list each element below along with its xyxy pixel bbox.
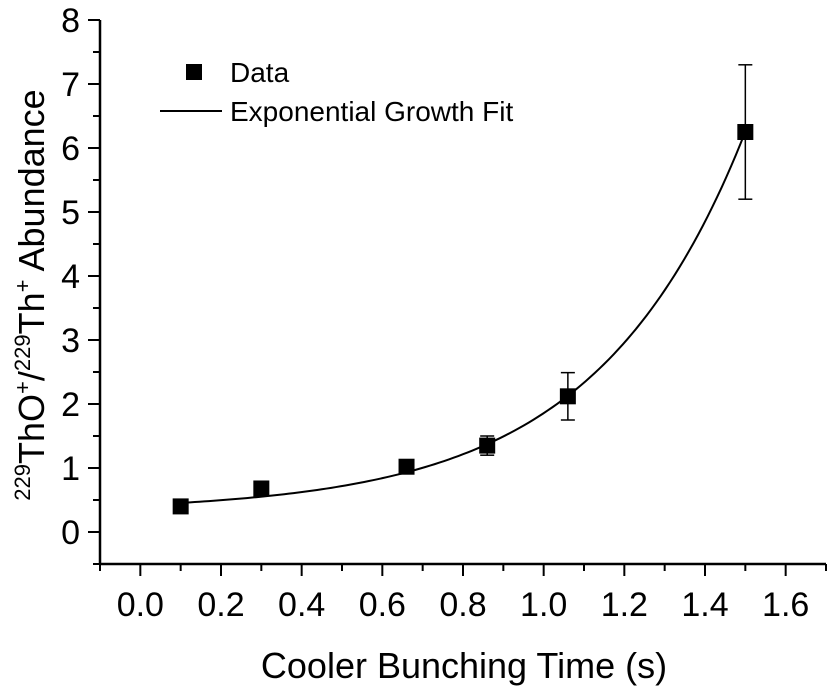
- data-point: [253, 480, 270, 497]
- x-axis-title: Cooler Bunching Time (s): [261, 645, 667, 686]
- legend-label-fit: Exponential Growth Fit: [230, 96, 513, 127]
- data-point: [559, 388, 576, 405]
- y-tick-label: 2: [61, 386, 80, 424]
- data-point: [172, 498, 189, 515]
- y-tick-label: 6: [61, 130, 80, 168]
- x-tick-label: 0.0: [117, 586, 164, 624]
- y-tick-label: 5: [61, 194, 80, 232]
- x-tick-label: 1.4: [681, 586, 728, 624]
- fit-line-group: [180, 131, 747, 504]
- fit-curve: [180, 131, 747, 504]
- x-tick-label: 0.2: [197, 586, 244, 624]
- y-label-sup4: +: [10, 279, 35, 292]
- y-tick-label: 4: [61, 258, 80, 296]
- legend-label-data: Data: [230, 57, 290, 88]
- legend-marker-data: [186, 64, 202, 80]
- x-tick-label: 0.8: [439, 586, 486, 624]
- y-tick-label: 3: [61, 322, 80, 360]
- x-tick-label: 1.0: [520, 586, 567, 624]
- y-axis-title: 229ThO+/229Th+ Abundance: [10, 89, 52, 500]
- data-point: [479, 437, 496, 454]
- x-tick-label: 0.4: [278, 586, 325, 624]
- y-label-part1: ThO: [11, 394, 52, 464]
- y-label-sup2: +: [10, 381, 35, 394]
- data-points: [172, 64, 754, 515]
- y-tick-label: 0: [61, 514, 80, 552]
- y-label-sup3: 229: [10, 334, 35, 371]
- data-point: [398, 458, 415, 475]
- x-tick-label: 0.6: [359, 586, 406, 624]
- data-point: [737, 124, 754, 140]
- y-tick-label: 1: [61, 450, 80, 488]
- y-label-part3: Th: [11, 292, 52, 334]
- y-tick-label: 8: [61, 2, 80, 40]
- ticks: 0.0 0.2 0.4 0.6 0.8 1.0 1.2 1.4 1.6 0 1 2 3 4 5 6 7 8: [61, 2, 827, 624]
- y-label-part2: /: [11, 371, 52, 381]
- y-tick-label: 7: [61, 66, 80, 104]
- y-label-sup1: 229: [10, 464, 35, 501]
- x-tick-label: 1.6: [762, 586, 809, 624]
- y-label-part4: Abundance: [11, 89, 52, 279]
- x-tick-label: 1.2: [601, 586, 648, 624]
- legend: Data Exponential Growth Fit: [160, 57, 513, 127]
